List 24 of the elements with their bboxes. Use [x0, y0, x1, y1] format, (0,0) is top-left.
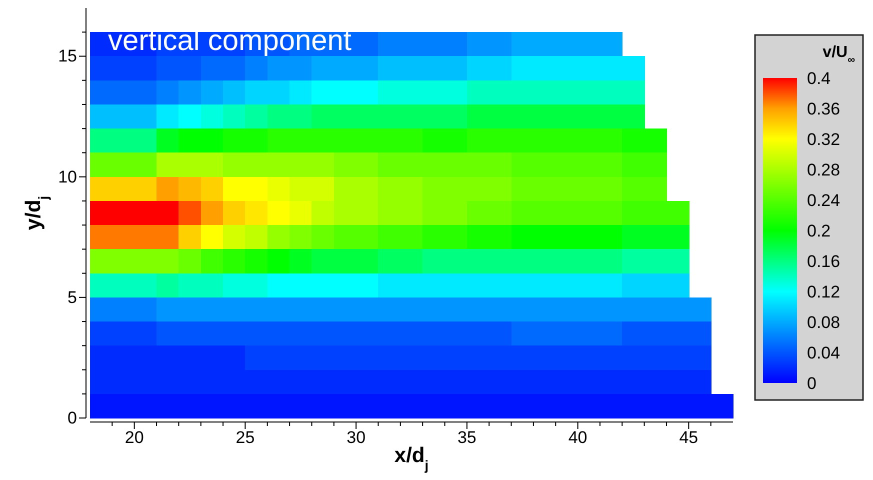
x-tick-label: 45	[679, 428, 698, 448]
color-bar-title: v/U$_{∞}$	[822, 44, 856, 66]
color-bar-label: 0	[807, 374, 816, 393]
y-tick-label: 5	[68, 288, 77, 307]
y-tick-label: 10	[58, 167, 77, 186]
x-tick-label: 40	[568, 428, 588, 448]
color-bar-label: 0.28	[807, 160, 840, 180]
color-bar-label: 0.08	[807, 312, 840, 332]
color-bar-label: 0.36	[807, 99, 840, 118]
x-tick-label: 25	[236, 428, 255, 448]
y-tick-label: 15	[58, 46, 77, 66]
x-axis-title: x/d$_{j}$	[394, 444, 429, 472]
color-bar-label: 0.16	[807, 252, 840, 271]
color-bar-label: 0.2	[807, 221, 831, 240]
x-tick-label: 20	[124, 428, 144, 448]
x-tick-label: 30	[346, 428, 366, 448]
annotation: vertical component	[108, 25, 352, 57]
color-bar-label: 0.04	[807, 343, 840, 362]
color-bar-label: 0.4	[807, 68, 831, 88]
x-tick-label: 35	[457, 428, 476, 448]
color-bar-label: 0.12	[807, 282, 840, 302]
color-bar-label: 0.32	[807, 130, 840, 149]
color-bar-label: 0.24	[807, 190, 840, 210]
y-tick-label: 0	[68, 408, 77, 428]
